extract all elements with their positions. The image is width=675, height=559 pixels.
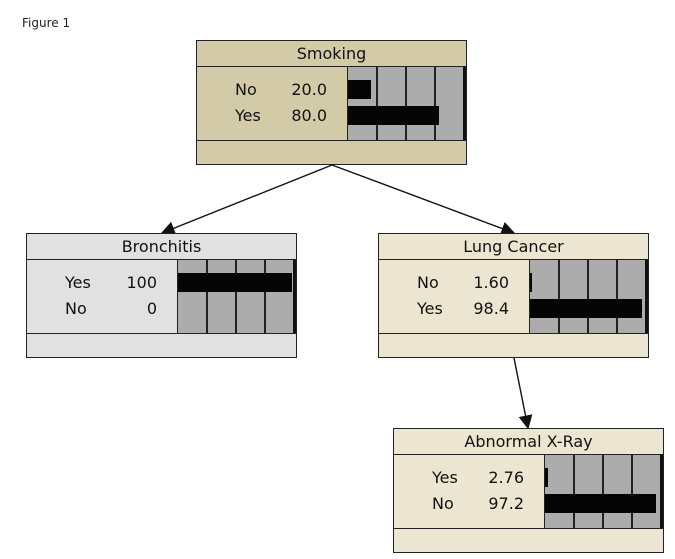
node-body: No 1.60 Yes 98.4	[379, 260, 648, 334]
belief-bars	[177, 260, 296, 333]
node-title: Bronchitis	[27, 234, 296, 260]
bar-gridline	[235, 260, 237, 333]
bar-gridline	[264, 260, 266, 333]
bar-gridline	[602, 455, 604, 528]
belief-bar	[530, 273, 532, 292]
belief-bar	[178, 273, 292, 292]
bar-gridline	[573, 455, 575, 528]
node-smoking[interactable]: Smoking No 20.0 Yes 80.0	[196, 40, 467, 165]
bar-gridline	[405, 67, 407, 140]
state-value: 20.0	[291, 80, 327, 99]
state-row: Yes 100	[27, 271, 177, 295]
bar-gridline	[376, 67, 378, 140]
node-lung-cancer[interactable]: Lung Cancer No 1.60 Yes 98.4	[378, 233, 649, 358]
state-value: 2.76	[488, 468, 524, 487]
node-body: Yes 2.76 No 97.2	[394, 455, 663, 529]
state-label: No	[432, 494, 454, 513]
state-row: No 1.60	[379, 271, 529, 295]
bar-gridline	[616, 260, 618, 333]
state-label: No	[235, 80, 257, 99]
belief-bars	[529, 260, 648, 333]
state-value: 98.4	[473, 299, 509, 318]
edge-arrow-smoking-to-bronchitis	[160, 164, 333, 235]
state-label: No	[65, 299, 87, 318]
state-row: Yes 98.4	[379, 297, 529, 321]
bar-gridline	[206, 260, 208, 333]
belief-bar	[545, 468, 549, 487]
bar-gridline	[587, 260, 589, 333]
belief-bar	[545, 494, 656, 513]
node-title: Abnormal X-Ray	[394, 429, 663, 455]
node-title: Lung Cancer	[379, 234, 648, 260]
state-row: No 97.2	[394, 492, 544, 516]
node-bronchitis[interactable]: Bronchitis Yes 100 No 0	[26, 233, 297, 358]
belief-bars	[544, 455, 663, 528]
state-value: 0	[146, 299, 157, 318]
state-label: No	[417, 273, 439, 292]
node-body: Yes 100 No 0	[27, 260, 296, 334]
bar-gridline	[434, 67, 436, 140]
node-title: Smoking	[197, 41, 466, 67]
state-value: 97.2	[488, 494, 524, 513]
state-label: Yes	[65, 273, 91, 292]
node-body: No 20.0 Yes 80.0	[197, 67, 466, 141]
belief-bar	[348, 80, 371, 99]
state-row: Yes 80.0	[197, 104, 347, 128]
belief-bar	[530, 299, 643, 318]
edge-arrow-lung_cancer-to-xray	[513, 357, 533, 430]
bar-gridline	[558, 260, 560, 333]
state-value: 1.60	[473, 273, 509, 292]
state-label: Yes	[235, 106, 261, 125]
bar-gridline	[631, 455, 633, 528]
node-xray[interactable]: Abnormal X-Ray Yes 2.76 No 97.2	[393, 428, 664, 553]
state-label: Yes	[432, 468, 458, 487]
state-row: No 20.0	[197, 78, 347, 102]
belief-bars	[347, 67, 466, 140]
state-row: No 0	[27, 297, 177, 321]
state-label: Yes	[417, 299, 443, 318]
belief-bar	[348, 106, 440, 125]
state-row: Yes 2.76	[394, 466, 544, 490]
state-value: 80.0	[291, 106, 327, 125]
figure-label: Figure 1	[22, 16, 71, 30]
state-value: 100	[126, 273, 157, 292]
edge-arrow-smoking-to-lung_cancer	[331, 164, 516, 236]
